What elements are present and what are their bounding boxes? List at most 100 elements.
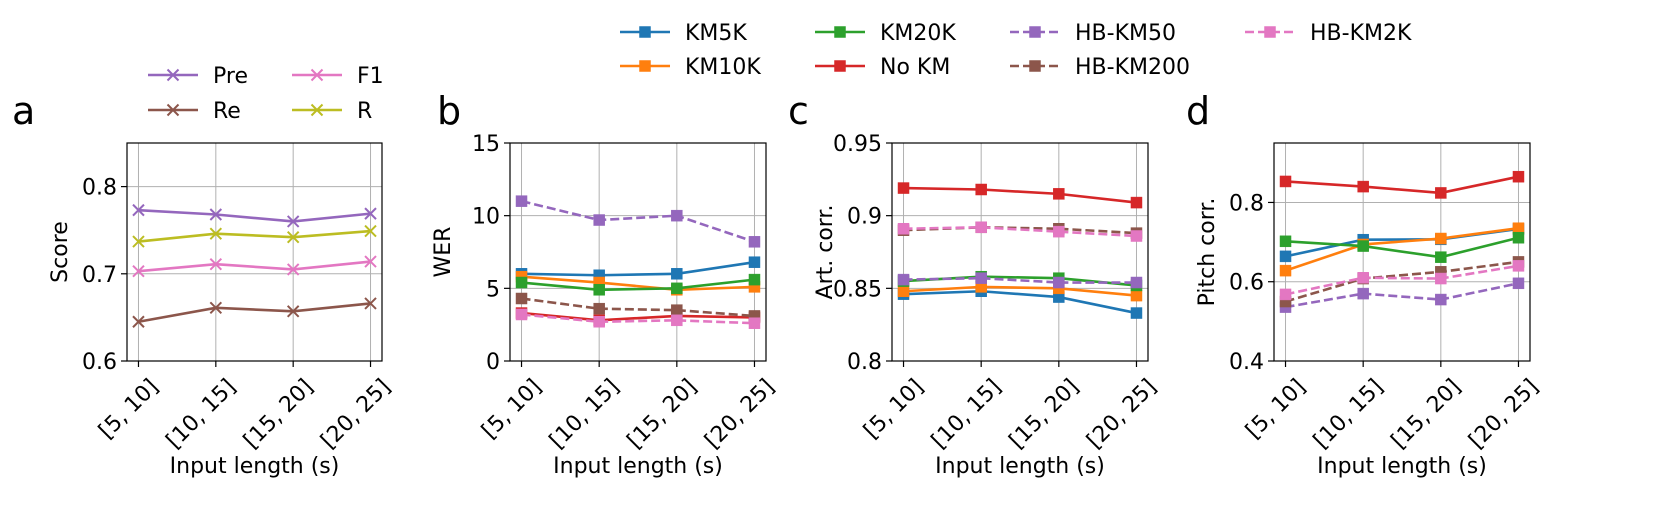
- series-line: [521, 275, 755, 292]
- axes-frame: [891, 142, 1149, 362]
- legend-label: KM10K: [685, 55, 761, 80]
- legend-item-km10k: KM10K: [620, 55, 761, 80]
- data-point: [1435, 251, 1447, 263]
- y-tick-label: 0.8: [1229, 191, 1264, 216]
- x-tick-label: [20, 25]: [316, 374, 395, 453]
- data-point: [975, 221, 987, 234]
- panel-label: c: [788, 89, 809, 133]
- data-point: [364, 224, 377, 238]
- y-tick-label: 0.6: [82, 350, 117, 375]
- series-line: [903, 285, 1137, 297]
- data-point: [1053, 225, 1065, 238]
- x-tick-label: [10, 15]: [927, 374, 1006, 453]
- x-tick-label: [10, 15]: [162, 374, 241, 453]
- data-point: [897, 182, 910, 194]
- y-tick-label: 0.9: [847, 205, 882, 230]
- series-line: [521, 311, 755, 322]
- series-line: [903, 289, 1137, 315]
- data-point: [132, 235, 145, 248]
- data-point: [364, 297, 377, 310]
- data-point: [1130, 289, 1143, 302]
- series-line: [1285, 282, 1519, 309]
- panel-b: 0 5 10 15 [5, 10][10, 15][15, 20][20, 25]Inp…: [431, 89, 780, 479]
- legend-item-no-km: No KM: [815, 55, 950, 80]
- x-tick-label: [10, 15]: [1309, 374, 1388, 453]
- legend-marker: [1029, 26, 1041, 38]
- data-point: [748, 256, 761, 268]
- panel-d: 0.4 0.6 0.8 [5, 10][10, 15][15, 20][20, 25]…: [1186, 89, 1544, 479]
- data-point: [1357, 240, 1369, 252]
- data-point: [1435, 272, 1447, 285]
- y-axis-label: Art. corr.: [813, 205, 838, 300]
- series-line: [1285, 236, 1519, 259]
- legend-item-hb-km2k: HB-KM2K: [1245, 21, 1412, 46]
- x-tick-label: [15, 20]: [1005, 374, 1084, 453]
- data-point: [1279, 264, 1292, 277]
- y-axis-label: WER: [431, 227, 456, 278]
- data-point: [1512, 277, 1525, 290]
- series-line: [521, 297, 755, 318]
- data-point: [132, 203, 145, 217]
- series-line: [1285, 175, 1519, 195]
- series-line: [521, 199, 755, 244]
- series-hb-km50: [515, 195, 761, 248]
- series-line: [521, 260, 755, 277]
- data-point: [1512, 231, 1525, 244]
- data-point: [1357, 180, 1369, 193]
- series-line: [521, 278, 755, 292]
- data-point: [1130, 196, 1143, 209]
- legend-label: R: [357, 99, 372, 124]
- data-point: [1053, 188, 1065, 200]
- data-point: [748, 273, 761, 286]
- legend-a: Pre Re F1 R: [148, 64, 384, 124]
- y-tick-label: 0.8: [847, 350, 882, 375]
- y-tick-label: 0.7: [82, 263, 117, 288]
- legend-marker: [166, 68, 180, 82]
- series-hb-km200: [897, 221, 1143, 239]
- series-line: [1285, 226, 1519, 272]
- series-f1: [132, 255, 377, 278]
- data-point: [1512, 170, 1525, 183]
- legend-item-r: R: [292, 99, 372, 124]
- data-point: [364, 207, 377, 220]
- legend-marker: [166, 103, 180, 117]
- data-point: [1512, 260, 1525, 272]
- data-point: [286, 230, 300, 244]
- series-hb-km50: [897, 272, 1143, 289]
- data-point: [1435, 187, 1447, 199]
- series-line: [138, 229, 371, 243]
- series-line: [903, 186, 1137, 204]
- data-point: [671, 314, 683, 327]
- series-re: [132, 297, 377, 328]
- data-point: [593, 284, 605, 296]
- data-point: [748, 317, 761, 329]
- series-line: [138, 260, 371, 273]
- panel-c: 0.8 0.85 0.9 0.95 [5, 10][10, 15][15, 20][20…: [788, 89, 1162, 479]
- series-no-km: [1279, 170, 1525, 199]
- data-point: [671, 209, 683, 222]
- data-point: [975, 183, 987, 196]
- data-point: [515, 308, 528, 321]
- legend-marker: [834, 60, 846, 72]
- series-line: [138, 208, 371, 223]
- data-point: [209, 208, 223, 221]
- data-point: [593, 302, 605, 315]
- series-km20k: [515, 273, 761, 296]
- legend-label: F1: [357, 64, 384, 89]
- y-axis-label: Score: [48, 221, 73, 283]
- data-point: [1357, 287, 1369, 300]
- data-point: [286, 305, 300, 318]
- legend-label: KM5K: [685, 21, 747, 46]
- y-axis-label: Pitch corr.: [1195, 198, 1220, 307]
- series-r: [132, 224, 377, 248]
- data-point: [671, 282, 683, 295]
- data-point: [593, 316, 605, 328]
- data-point: [1279, 288, 1292, 301]
- series-hb-km2k: [897, 221, 1143, 242]
- data-point: [671, 268, 683, 280]
- data-point: [1357, 272, 1369, 284]
- x-axis-label: Input length (s): [170, 454, 340, 479]
- legend-item-hb-km200: HB-KM200: [1010, 55, 1190, 80]
- data-point: [975, 272, 987, 284]
